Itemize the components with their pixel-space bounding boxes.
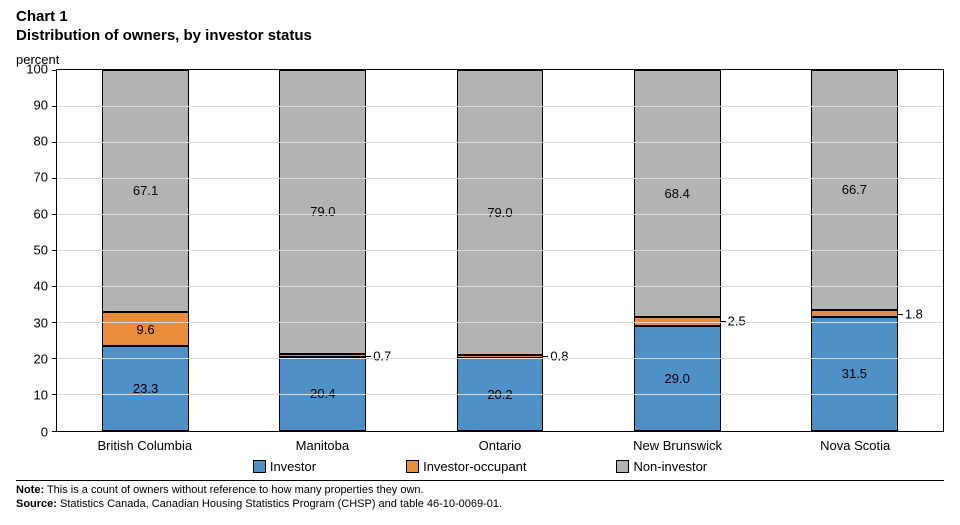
footnote-rule [16,480,944,481]
y-tick-mark [52,178,57,179]
x-tick-label: Manitoba [234,432,412,453]
y-tick-label: 10 [34,388,48,403]
gridline [57,106,943,107]
bar-segment-non-investor: 79.0 [457,70,544,355]
legend-label: Non-investor [633,459,707,474]
y-tick-label: 90 [34,97,48,112]
data-label: 1.8 [905,306,923,321]
bar-segment-investor: 31.5 [811,317,898,431]
y-tick-mark [52,142,57,143]
y-axis: 0102030405060708090100 [16,69,56,432]
y-tick-label: 80 [34,134,48,149]
y-tick-label: 30 [34,315,48,330]
legend-item-non-investor: Non-investor [616,459,707,474]
legend: Investor Investor-occupant Non-investor [16,459,944,474]
y-tick-mark [52,431,57,432]
x-axis: British ColumbiaManitobaOntarioNew Bruns… [56,432,944,453]
note-label: Note: [16,484,44,496]
plot-wrap: 0102030405060708090100 67.19.623.379.00.… [16,69,944,432]
note-line: Note: This is a count of owners without … [16,483,944,498]
gridline [57,214,943,215]
legend-item-investor: Investor [253,459,316,474]
y-tick-mark [52,358,57,359]
leader-line [897,314,903,315]
x-tick-label: British Columbia [56,432,234,453]
data-label: 0.8 [550,349,568,364]
data-label: 31.5 [842,366,867,381]
data-label: 9.6 [137,322,155,337]
data-label: 29.0 [665,371,690,386]
y-tick-mark [52,70,57,71]
y-tick-mark [52,322,57,323]
data-label: 66.7 [842,182,867,197]
y-tick-label: 70 [34,170,48,185]
gridline [57,178,943,179]
legend-swatch [406,460,419,473]
data-label: 68.4 [665,186,690,201]
chart-number: Chart 1 [16,8,944,27]
gridline [57,142,943,143]
y-tick-mark [52,394,57,395]
gridline [57,322,943,323]
y-tick-label: 100 [26,61,48,76]
gridline [57,286,943,287]
y-tick-mark [52,250,57,251]
chart-title: Distribution of owners, by investor stat… [16,27,944,46]
bar-segment-non-investor: 79.0 [279,70,366,355]
gridline [57,358,943,359]
legend-swatch [616,460,629,473]
note-text: This is a count of owners without refere… [44,484,424,496]
gridline [57,250,943,251]
data-label: 67.1 [133,183,158,198]
legend-swatch [253,460,266,473]
bar-segment-non-investor: 68.4 [634,70,721,317]
y-tick-label: 0 [41,424,48,439]
plot-area: 67.19.623.379.00.720.479.00.820.268.42.5… [56,69,944,432]
source-text: Statistics Canada, Canadian Housing Stat… [57,498,502,510]
x-tick-label: New Brunswick [589,432,767,453]
chart-page: Chart 1 Distribution of owners, by inves… [0,0,960,525]
x-tick-label: Nova Scotia [766,432,944,453]
data-label: 79.0 [310,204,335,219]
source-label: Source: [16,498,57,510]
y-tick-label: 20 [34,351,48,366]
y-tick-mark [52,106,57,107]
bar-segment-investor-occupant: 9.6 [102,312,189,347]
bar-segment-investor: 29.0 [634,326,721,431]
y-tick-label: 60 [34,206,48,221]
y-tick-mark [52,286,57,287]
y-tick-mark [52,214,57,215]
data-label: 79.0 [487,205,512,220]
x-tick-label: Ontario [411,432,589,453]
y-tick-label: 50 [34,243,48,258]
gridline [57,394,943,395]
y-axis-title: percent [16,52,944,67]
title-block: Chart 1 Distribution of owners, by inves… [16,8,944,46]
data-label: 0.7 [373,348,391,363]
y-tick-label: 40 [34,279,48,294]
legend-label: Investor-occupant [423,459,526,474]
legend-label: Investor [270,459,316,474]
source-line: Source: Statistics Canada, Canadian Hous… [16,497,944,512]
legend-item-investor-occupant: Investor-occupant [406,459,526,474]
